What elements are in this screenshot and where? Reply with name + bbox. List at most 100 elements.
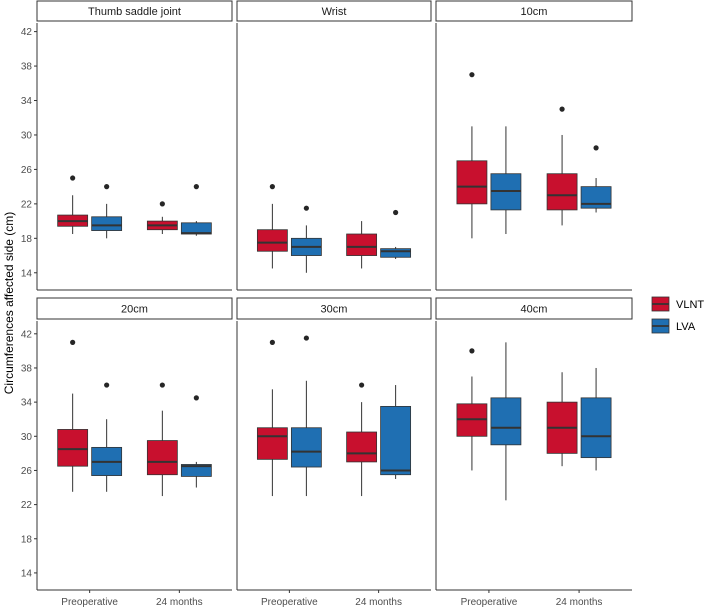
- box-body: [346, 431, 378, 463]
- box-lva-24-months: [580, 145, 612, 213]
- outlier-point: [303, 205, 309, 211]
- y-tick-label: 18: [21, 234, 33, 245]
- box-lva-preoperative: [290, 205, 322, 273]
- facet-strip: [36, 297, 233, 320]
- box-vlnt-preoperative: [256, 339, 288, 497]
- legend: VLNT LVA: [651, 296, 704, 334]
- outlier-point: [469, 72, 475, 78]
- box-vlnt-24-months: [546, 372, 578, 467]
- x-tick-label: 24 months: [556, 597, 603, 608]
- box-body: [580, 186, 612, 209]
- outlier-point: [70, 175, 76, 181]
- legend-label-vlnt: VLNT: [676, 299, 704, 311]
- y-tick-label: 22: [21, 500, 33, 511]
- y-tick-label: 18: [21, 534, 33, 545]
- box-body: [256, 229, 288, 252]
- y-tick-label: 22: [21, 199, 33, 210]
- panel-wrist: Wrist: [236, 0, 432, 291]
- box-body: [290, 427, 322, 468]
- facet-strip-label: 10cm: [521, 6, 548, 18]
- box-vlnt-preoperative: [456, 348, 488, 471]
- outlier-point: [104, 382, 110, 388]
- outlier-point: [359, 382, 365, 388]
- box-vlnt-preoperative: [57, 175, 89, 235]
- y-tick-label: 42: [21, 329, 33, 340]
- outlier-point: [303, 335, 309, 341]
- y-tick-label: 30: [21, 130, 33, 141]
- box-body: [456, 160, 488, 205]
- box-lva-preoperative: [490, 342, 522, 501]
- outlier-point: [269, 339, 275, 345]
- box-body: [580, 397, 612, 459]
- outlier-point: [269, 184, 275, 190]
- outlier-point: [393, 209, 399, 216]
- x-tick-label: 24 months: [355, 597, 402, 608]
- y-tick-label: 34: [21, 96, 33, 107]
- outlier-point: [193, 184, 199, 190]
- facet-strip-label: Wrist: [322, 6, 347, 18]
- box-body: [546, 173, 578, 211]
- box-body: [380, 405, 412, 476]
- box-vlnt-24-months: [146, 201, 178, 235]
- panel-40cm: 40cm Preoperative 24 months: [435, 297, 633, 608]
- x-tick-label: Preoperative: [261, 597, 318, 608]
- facet-strip-label: 20cm: [121, 304, 148, 316]
- box-body: [146, 440, 178, 476]
- y-tick-label: 38: [21, 363, 33, 374]
- box-body: [380, 248, 412, 258]
- y-tick-label: 26: [21, 466, 33, 477]
- box-lva-24-months: [180, 395, 212, 488]
- box-body: [91, 216, 123, 231]
- box-lva-preoperative: [91, 184, 123, 239]
- outlier-point: [469, 348, 475, 354]
- box-body: [490, 397, 522, 446]
- facet-strip: [435, 297, 633, 320]
- panel-thumb-saddle-joint: Thumb saddle joint 14 18 22 26 30 34 38 42: [21, 0, 233, 291]
- box-vlnt-24-months: [346, 221, 378, 269]
- outlier-point: [70, 339, 76, 345]
- outlier-point: [159, 201, 165, 207]
- y-tick-label: 42: [21, 27, 33, 38]
- outlier-point: [593, 145, 599, 151]
- facet-strip-label: 40cm: [521, 304, 548, 316]
- facet-strip: [236, 0, 432, 22]
- panel-30cm: 30cm Preoperative 24 months: [236, 297, 432, 608]
- box-lva-24-months: [380, 385, 412, 479]
- outlier-point: [159, 382, 165, 388]
- box-lva-24-months: [580, 367, 612, 471]
- facet-strip: [236, 297, 432, 320]
- panel-20cm: 20cm 14 18 22 26 30 34 38 42 Preoperative 24 month…: [21, 297, 233, 608]
- box-body: [256, 427, 288, 460]
- box-lva-preoperative: [290, 335, 322, 497]
- box-lva-24-months: [180, 184, 212, 236]
- box-lva-24-months: [380, 209, 412, 259]
- box-body: [57, 429, 89, 467]
- outlier-point: [559, 106, 565, 112]
- box-body: [180, 464, 212, 477]
- legend-label-lva: LVA: [676, 321, 696, 333]
- facet-strip-label: Thumb saddle joint: [88, 6, 181, 18]
- y-tick-label: 14: [21, 568, 33, 579]
- y-axis-title: Circumferences affected side (cm): [2, 212, 16, 395]
- box-body: [346, 233, 378, 256]
- outlier-point: [193, 395, 199, 401]
- box-vlnt-24-months: [146, 382, 178, 497]
- box-vlnt-24-months: [346, 382, 378, 497]
- facet-strip: [36, 0, 233, 22]
- box-vlnt-preoperative: [57, 339, 89, 492]
- x-tick-label: 24 months: [156, 597, 203, 608]
- box-vlnt-preoperative: [456, 72, 488, 239]
- y-tick-label: 26: [21, 165, 33, 176]
- y-tick-label: 14: [21, 268, 33, 279]
- y-tick-label: 30: [21, 432, 33, 443]
- box-lva-preoperative: [490, 126, 522, 235]
- box-vlnt-preoperative: [256, 184, 288, 269]
- outlier-point: [104, 184, 110, 190]
- x-tick-label: Preoperative: [461, 597, 518, 608]
- y-tick-label: 38: [21, 62, 33, 73]
- y-tick-label: 34: [21, 398, 33, 409]
- x-tick-label: Preoperative: [61, 597, 118, 608]
- box-lva-preoperative: [91, 382, 123, 492]
- panel-10cm: 10cm: [435, 0, 633, 291]
